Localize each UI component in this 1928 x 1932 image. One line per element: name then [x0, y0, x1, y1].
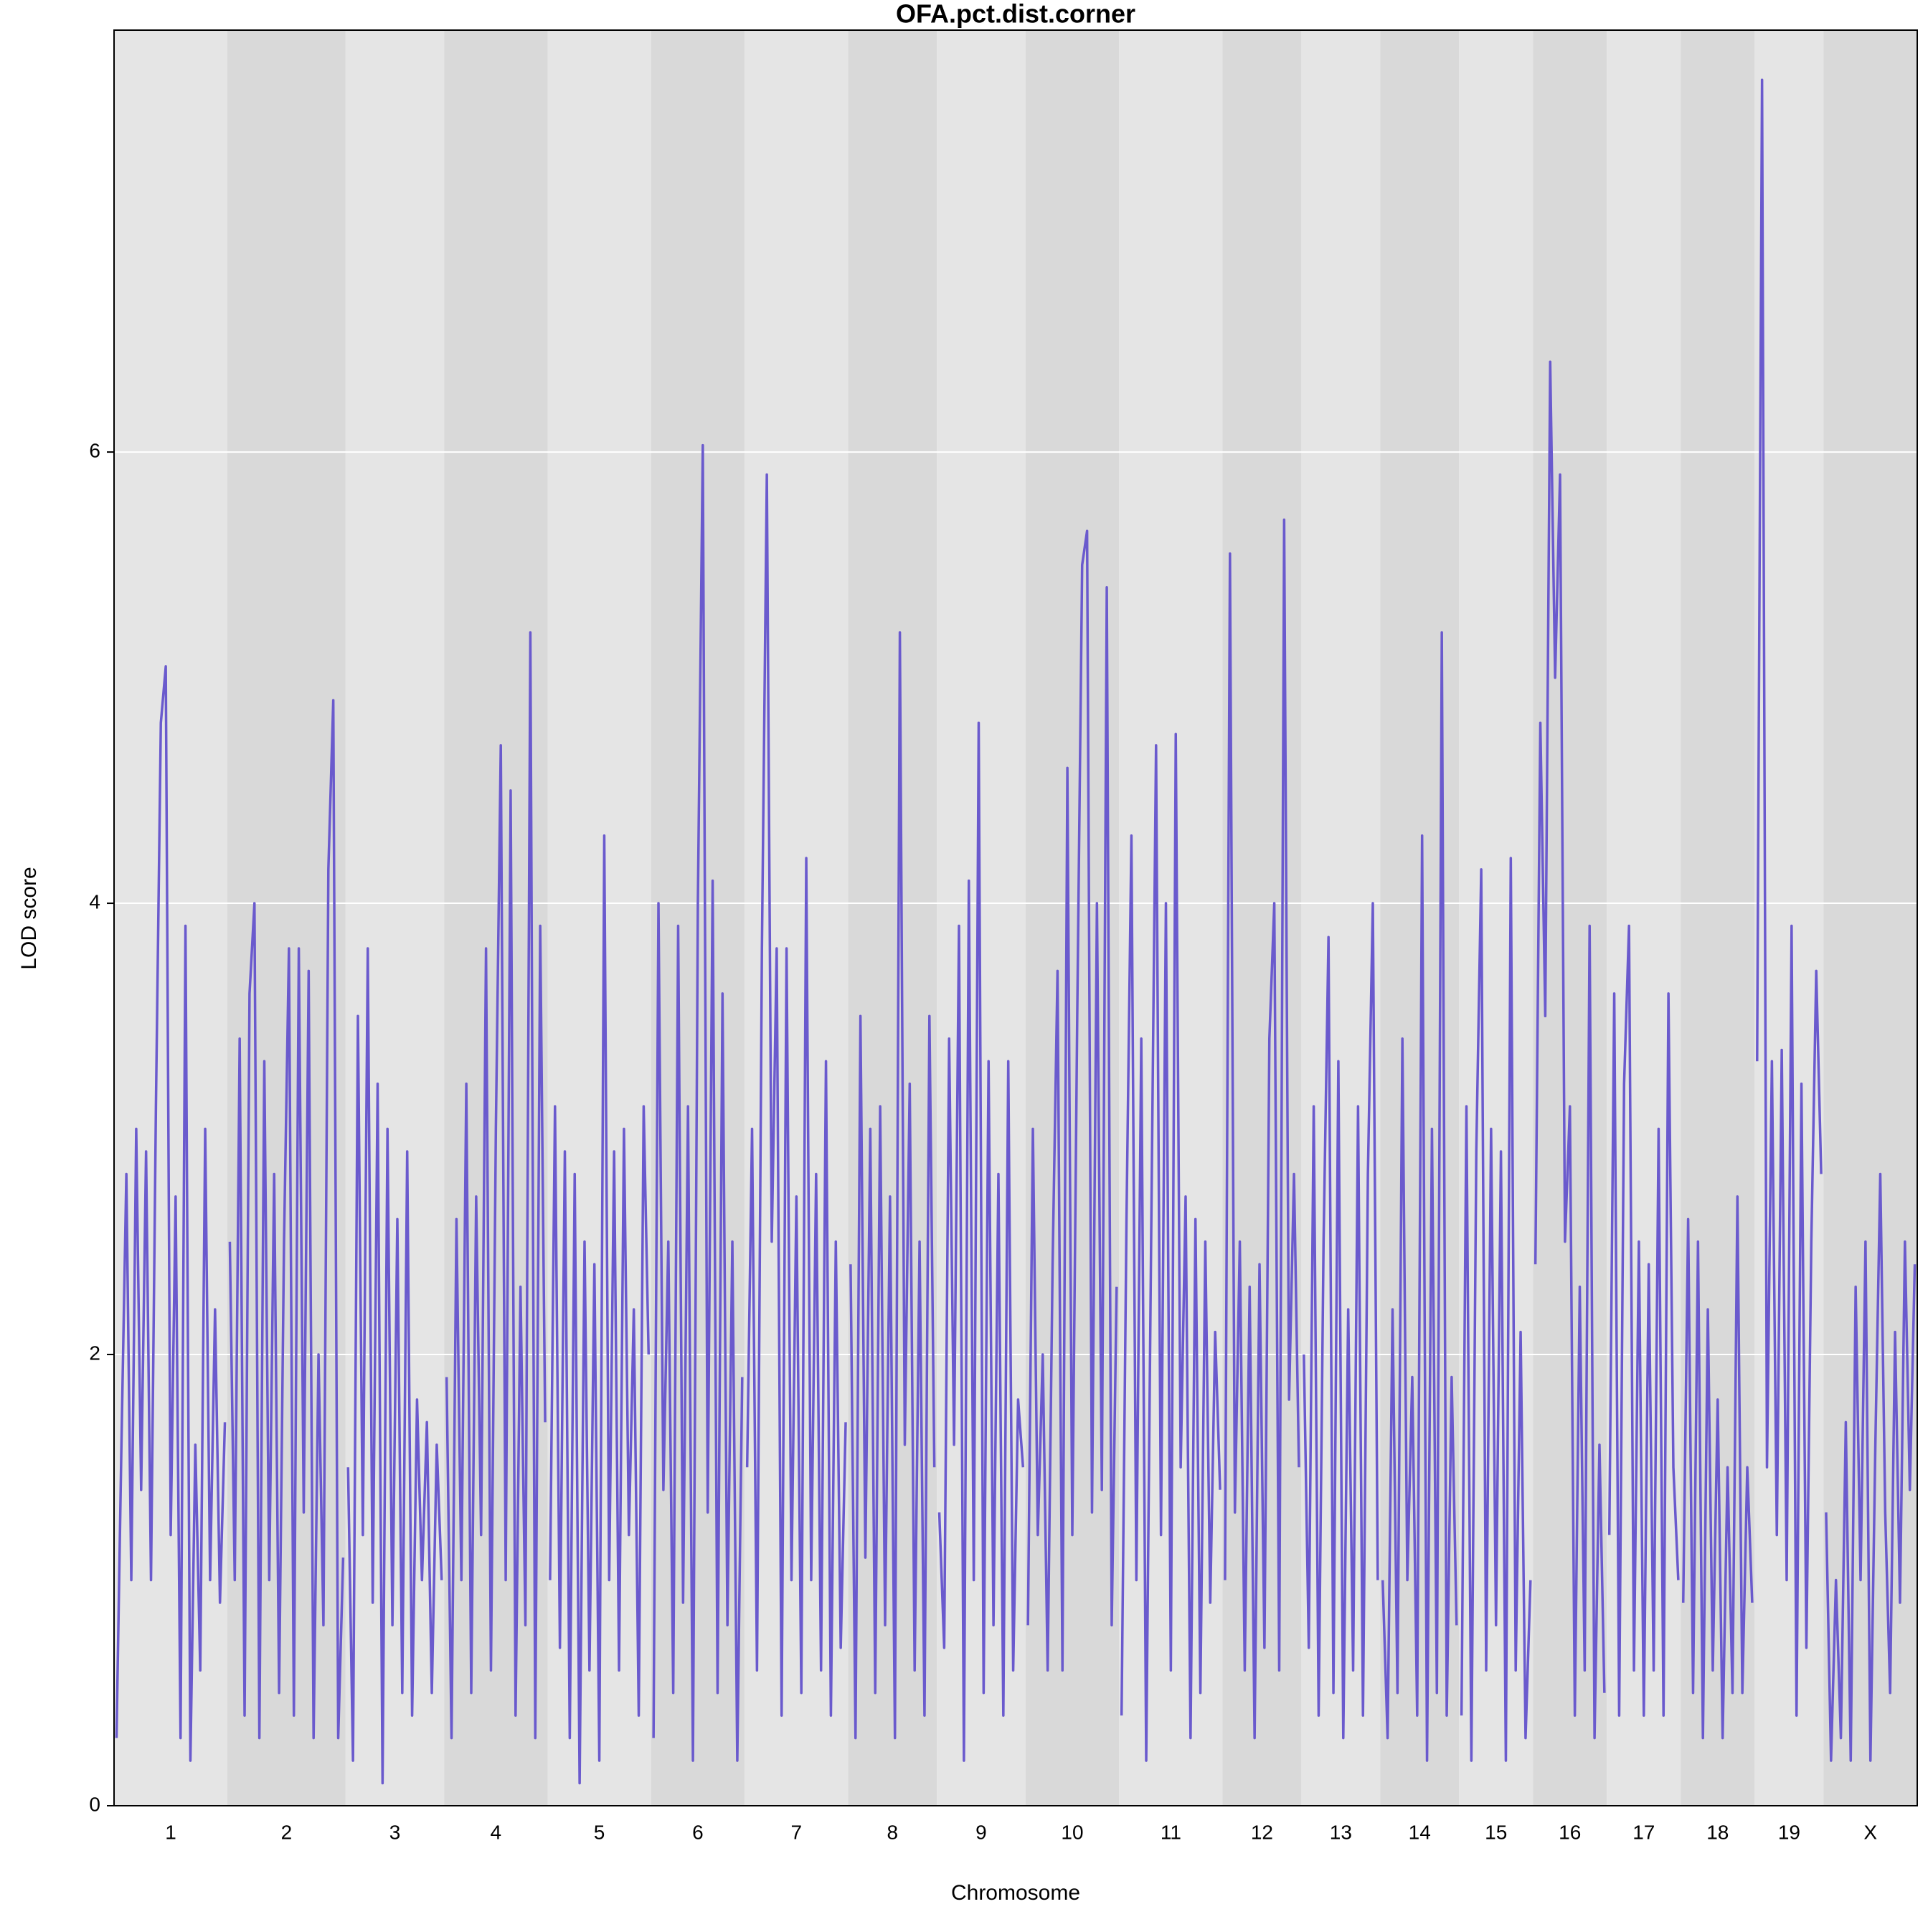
x-tick-label: 18	[1706, 1821, 1729, 1843]
y-tick-label: 6	[89, 439, 100, 461]
plot-frame	[113, 29, 1918, 1806]
x-tick-label: 9	[975, 1821, 987, 1843]
lod-line	[1026, 529, 1118, 1672]
lod-line	[1534, 360, 1606, 1740]
chromosome-band	[547, 30, 651, 1806]
lod-line	[745, 473, 847, 1717]
chromosome-band	[1823, 30, 1917, 1806]
x-tick-label: 8	[887, 1821, 898, 1843]
lod-line	[445, 631, 547, 1740]
x-tick-label: X	[1863, 1821, 1877, 1843]
lod-line	[1381, 631, 1458, 1762]
lod-line	[1120, 732, 1221, 1762]
lod-line	[1303, 902, 1379, 1740]
x-tick-label: 15	[1485, 1821, 1507, 1843]
x-tick-label: 1	[165, 1821, 176, 1843]
chromosome-band	[1607, 30, 1681, 1806]
lod-line	[1460, 857, 1532, 1762]
y-axis-label: LOD score	[17, 867, 41, 969]
x-tick-label: 6	[692, 1821, 704, 1843]
x-tick-label: 17	[1632, 1821, 1655, 1843]
y-tick-label: 0	[89, 1793, 100, 1815]
x-tick-label: 3	[389, 1821, 401, 1843]
x-tick-label: 4	[491, 1821, 502, 1843]
x-tick-label: 12	[1251, 1821, 1273, 1843]
x-tick-label: 16	[1559, 1821, 1581, 1843]
lod-line	[549, 834, 651, 1785]
lod-line	[652, 443, 744, 1762]
x-tick-label: 14	[1409, 1821, 1431, 1843]
chromosome-band	[1380, 30, 1460, 1806]
x-tick-label: 13	[1330, 1821, 1352, 1843]
lod-line	[1756, 78, 1823, 1717]
lod-line	[849, 631, 936, 1740]
lod-line	[937, 721, 1025, 1762]
x-tick-label: 7	[791, 1821, 803, 1843]
lod-line	[1224, 518, 1300, 1740]
x-tick-label: 11	[1161, 1821, 1181, 1843]
lod-line	[346, 947, 443, 1785]
y-tick-label: 4	[89, 890, 100, 913]
lod-line	[115, 665, 227, 1762]
lod-line	[228, 699, 345, 1740]
chromosome-band	[1681, 30, 1755, 1806]
lod-line	[1681, 1195, 1754, 1740]
lod-line	[1607, 924, 1680, 1717]
x-tick-label: 2	[281, 1821, 293, 1843]
lod-line	[1825, 1172, 1917, 1762]
y-tick-label: 2	[89, 1342, 100, 1364]
x-axis-label: Chromosome	[951, 1881, 1080, 1905]
x-tick-label: 19	[1778, 1821, 1800, 1843]
x-tick-label: 5	[594, 1821, 605, 1843]
chart-title: OFA.pct.dist.corner	[896, 0, 1135, 29]
x-tick-label: 10	[1061, 1821, 1083, 1843]
lod-lines	[115, 78, 1917, 1785]
